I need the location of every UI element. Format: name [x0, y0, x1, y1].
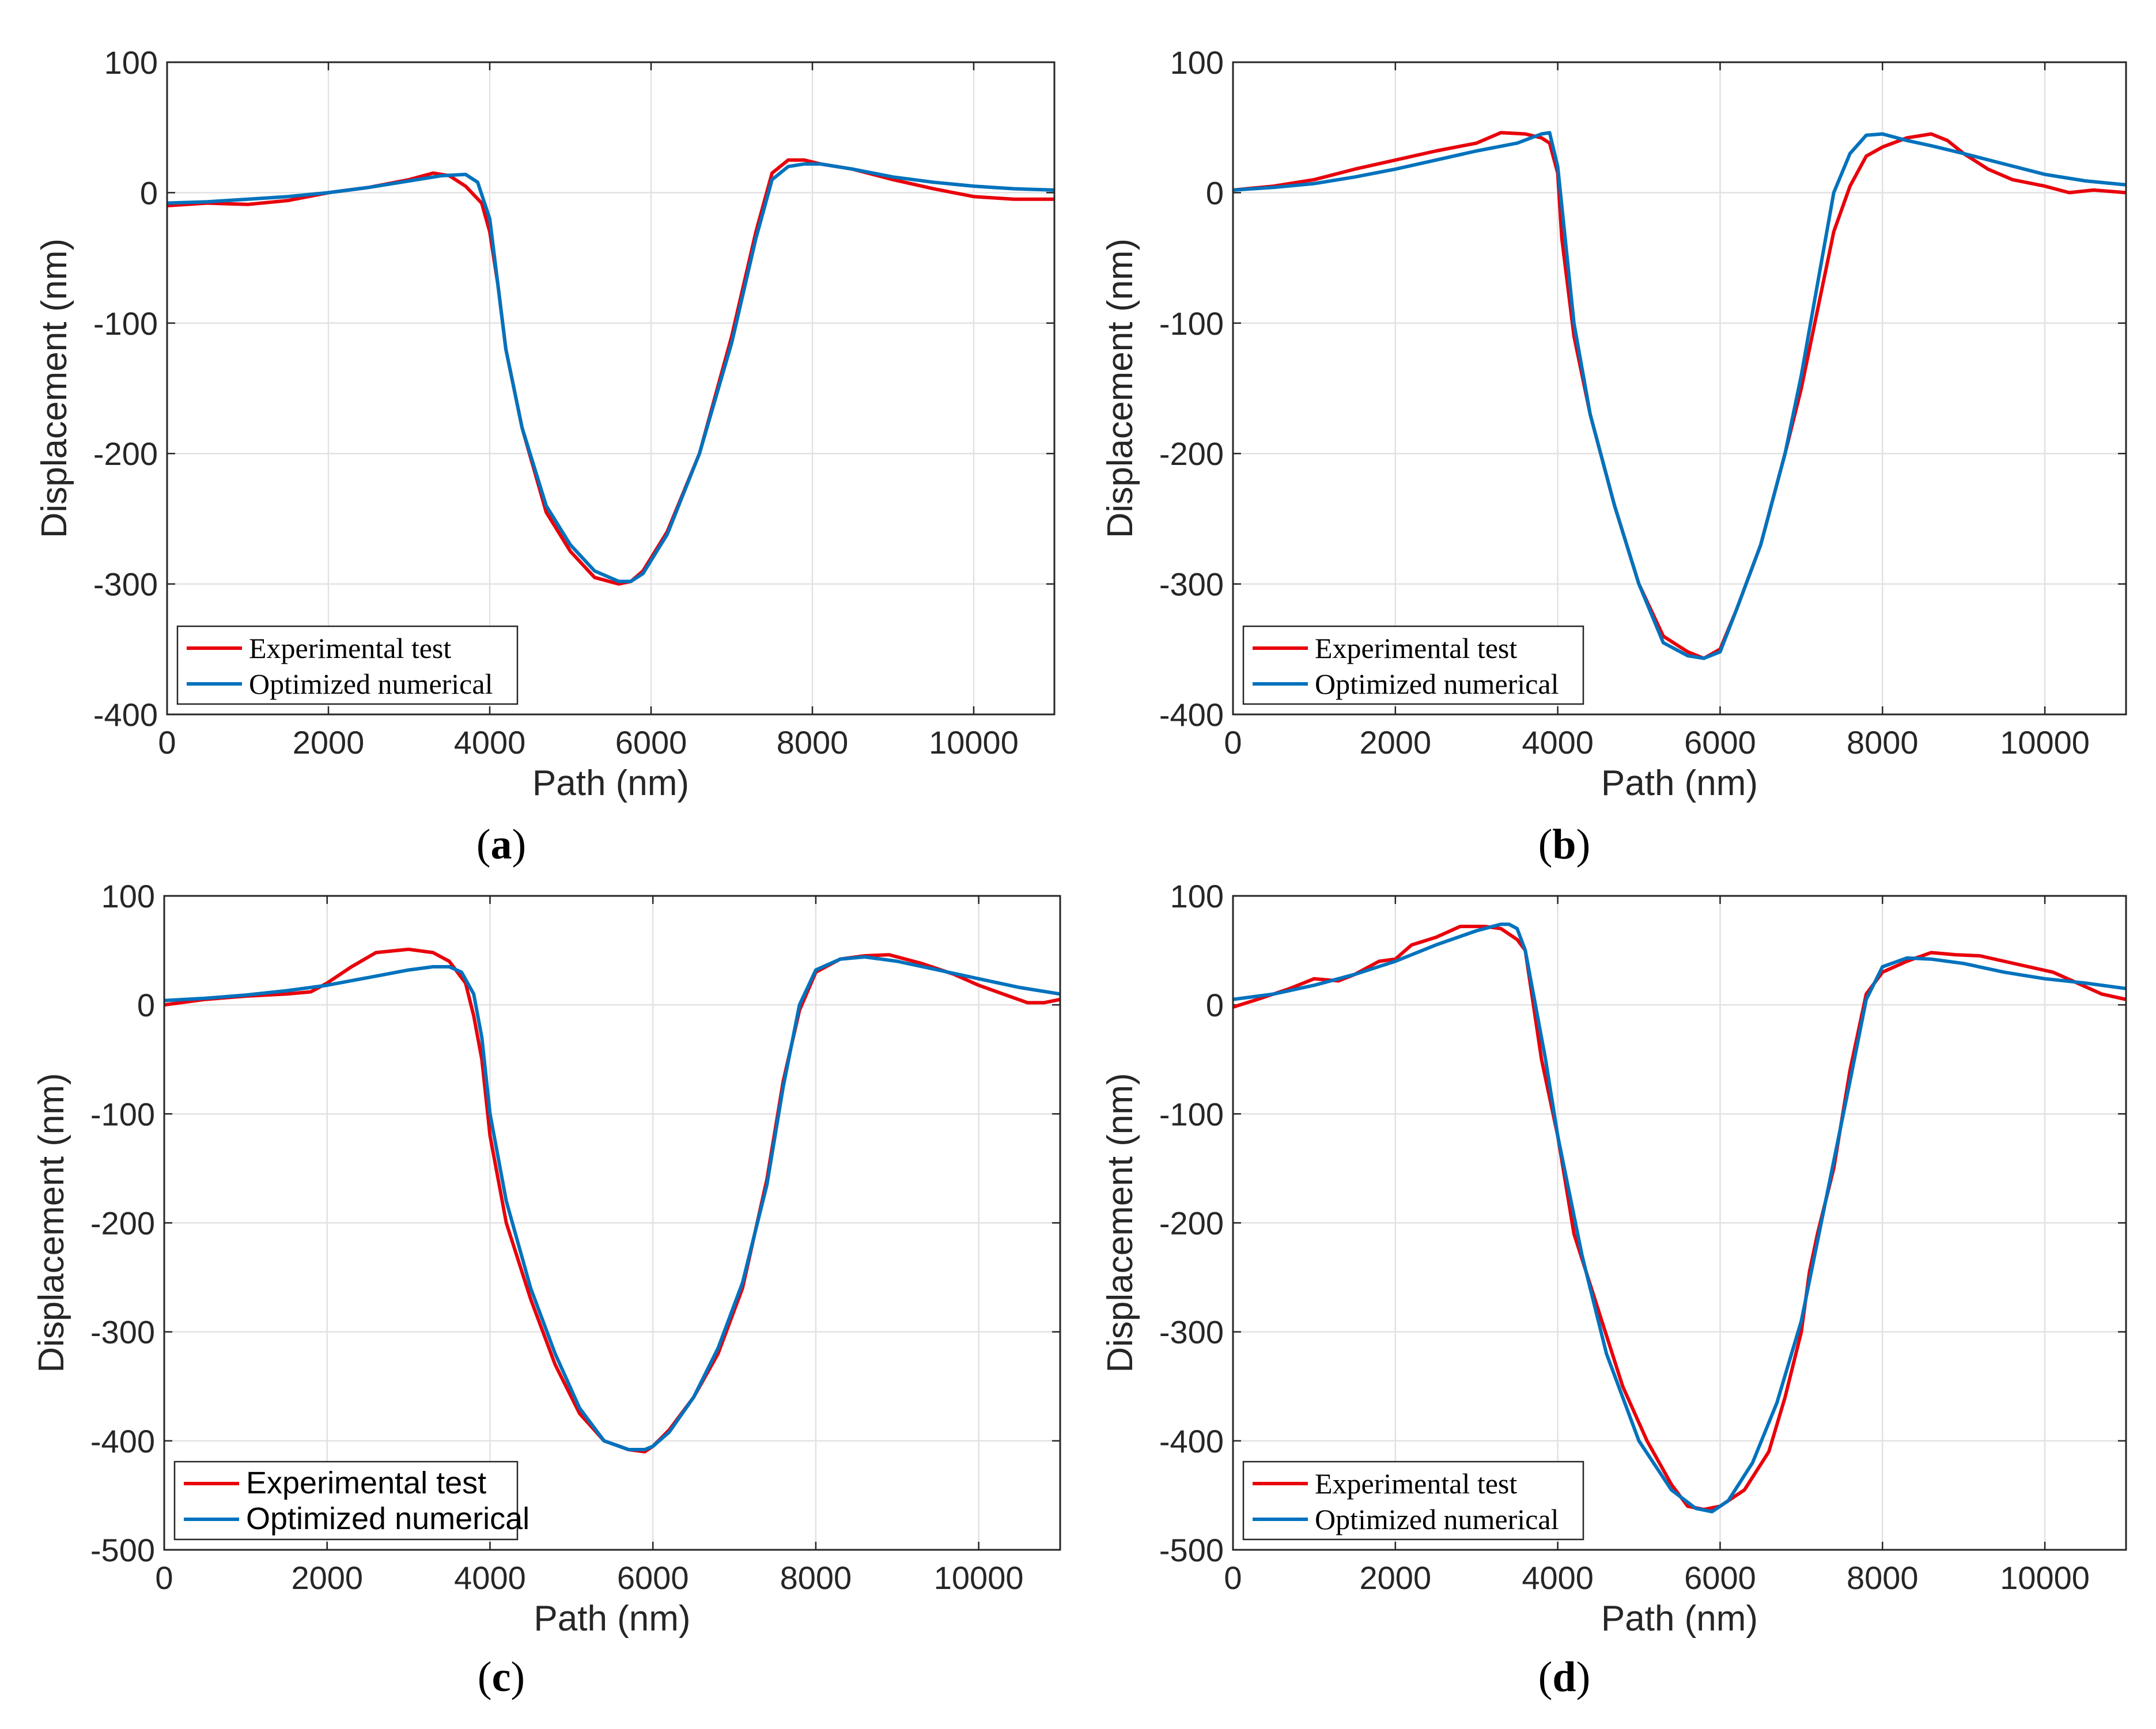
x-tick-label: 2000 — [1360, 1560, 1432, 1596]
y-tick-label: -200 — [1159, 436, 1224, 472]
y-tick-label: 0 — [137, 987, 155, 1023]
legend-box — [173, 1461, 519, 1541]
y-tick-label: -300 — [1159, 1314, 1224, 1350]
panel-caption: (b) — [1538, 821, 1590, 868]
x-tick-label: 8000 — [1847, 1560, 1919, 1596]
y-axis-label: Displacement (nm) — [1100, 239, 1140, 538]
y-tick-label: -100 — [1159, 305, 1224, 342]
y-tick-label: -400 — [90, 1423, 155, 1459]
x-tick-label: 6000 — [1684, 1560, 1756, 1596]
series-group — [167, 158, 1054, 586]
y-tick-label: -100 — [90, 1096, 155, 1132]
axes-box — [166, 61, 1056, 716]
y-tick-label: -400 — [93, 697, 158, 733]
x-tick-label: 4000 — [454, 1560, 526, 1596]
axes-box — [1232, 895, 2127, 1551]
series-group — [1233, 131, 2126, 660]
x-tick-label: 6000 — [615, 724, 687, 761]
y-tick-label: 100 — [1170, 44, 1224, 81]
legend-label-experimental: Experimental test — [1315, 1467, 1517, 1500]
x-tick-label: 6000 — [1684, 724, 1756, 761]
x-tick-label: 2000 — [291, 1560, 363, 1596]
y-tick-label: -500 — [1159, 1532, 1224, 1568]
legend-label-experimental: Experimental test — [249, 632, 451, 664]
y-tick-label: 100 — [1170, 878, 1224, 914]
y-tick-label: 0 — [140, 175, 158, 211]
x-axis-label: Path (nm) — [1601, 763, 1758, 803]
y-tick-label: 100 — [101, 878, 155, 914]
legend-box — [1242, 625, 1584, 705]
x-tick-label: 0 — [158, 724, 176, 761]
x-tick-label: 4000 — [454, 724, 526, 761]
y-axis-label: Displacement (nm) — [1100, 1073, 1140, 1372]
x-axis-label: Path (nm) — [532, 763, 689, 803]
y-tick-label: -200 — [90, 1205, 155, 1242]
x-tick-label: 8000 — [777, 724, 849, 761]
numerical-series-line — [164, 955, 1060, 1451]
y-tick-label: -200 — [93, 436, 158, 472]
legend-label-numerical: Optimized numerical — [1315, 1503, 1559, 1535]
panel-caption: (a) — [476, 821, 526, 868]
legend-label-numerical: Optimized numerical — [1315, 668, 1559, 700]
x-tick-label: 10000 — [2000, 1560, 2090, 1596]
axes-box — [1232, 61, 2127, 716]
axes-box — [163, 895, 1061, 1551]
x-tick-label: 8000 — [1847, 724, 1919, 761]
x-tick-label: 10000 — [2000, 724, 2090, 761]
y-axis-label: Displacement (nm) — [35, 239, 74, 538]
x-tick-label: 10000 — [934, 1560, 1024, 1596]
x-axis-label: Path (nm) — [1601, 1599, 1758, 1639]
y-tick-label: -200 — [1159, 1205, 1224, 1242]
plot-area — [167, 62, 1054, 714]
legend-label-experimental: Experimental test — [246, 1466, 486, 1500]
y-axis-label: Displacement (nm) — [32, 1073, 71, 1372]
chart-panel-a: 0 2000 4000 6000 8000 10000 -400 -300 -200 -100 0 1… — [35, 44, 1056, 868]
y-tick-label: -500 — [90, 1532, 155, 1568]
y-tick-label: -300 — [93, 566, 158, 603]
x-tick-label: 0 — [1224, 1560, 1242, 1596]
x-tick-label: 2000 — [1360, 724, 1432, 761]
legend-label-experimental: Experimental test — [1315, 632, 1517, 664]
y-tick-label: -400 — [1159, 1423, 1224, 1459]
x-tick-label: 4000 — [1522, 1560, 1594, 1596]
y-tick-label: -400 — [1159, 697, 1224, 733]
y-tick-label: -300 — [1159, 566, 1224, 603]
y-tick-label: 0 — [1206, 175, 1224, 211]
legend-box — [176, 625, 519, 705]
chart-panel-b: 0 2000 4000 6000 8000 10000 -400 -300 -200 -100 0 1… — [1100, 44, 2127, 868]
y-tick-label: -100 — [93, 305, 158, 342]
x-tick-label: 0 — [1224, 724, 1242, 761]
series-group — [1233, 922, 2126, 1514]
x-tick-label: 6000 — [617, 1560, 689, 1596]
chart-panel-d: 0 2000 4000 6000 8000 10000 -500 -400 -300 -200 -1… — [1100, 878, 2127, 1701]
panel-caption: (d) — [1538, 1654, 1590, 1701]
numerical-series-line — [167, 162, 1054, 584]
x-tick-label: 2000 — [293, 724, 365, 761]
x-tick-label: 10000 — [929, 724, 1019, 761]
series-group — [164, 947, 1060, 1454]
x-axis-label: Path (nm) — [534, 1599, 690, 1639]
y-tick-label: -100 — [1159, 1096, 1224, 1132]
x-tick-label: 4000 — [1522, 724, 1594, 761]
legend-label-numerical: Optimized numerical — [246, 1501, 529, 1536]
y-tick-label: 0 — [1206, 987, 1224, 1023]
y-tick-label: 100 — [104, 44, 158, 81]
legend-box — [1242, 1461, 1584, 1541]
panel-caption: (c) — [478, 1654, 525, 1701]
x-tick-label: 8000 — [780, 1560, 852, 1596]
chart-panel-c: 0 2000 4000 6000 8000 10000 -500 -400 -300 -200 -1… — [32, 878, 1061, 1701]
x-tick-label: 0 — [155, 1560, 173, 1596]
numerical-series-line — [1233, 922, 2126, 1514]
numerical-series-line — [1233, 131, 2126, 660]
legend-label-numerical: Optimized numerical — [249, 668, 493, 700]
y-tick-label: -300 — [90, 1314, 155, 1350]
